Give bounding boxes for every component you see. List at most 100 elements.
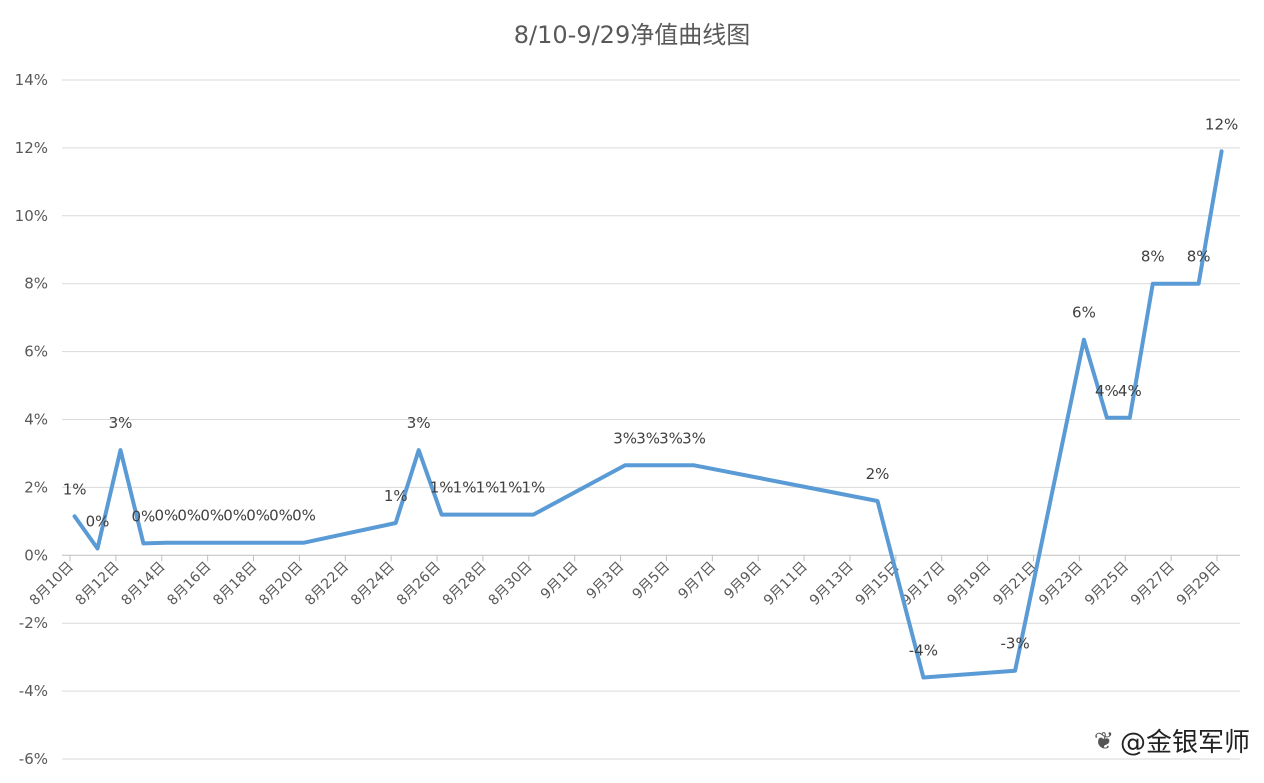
watermark-text: @金银军师 [1119, 728, 1250, 758]
x-tick-label: 8月28日 [440, 559, 490, 609]
data-label: 0% [177, 507, 201, 525]
x-tick-label: 8月18日 [210, 559, 260, 609]
data-label: 0% [132, 507, 156, 525]
data-point [74, 515, 76, 517]
data-point [487, 514, 489, 516]
data-point [234, 542, 236, 544]
data-point [1221, 150, 1223, 152]
data-point [188, 542, 190, 544]
data-point [624, 464, 626, 466]
x-tick-label: 9月25日 [1082, 559, 1132, 609]
data-point [441, 514, 443, 516]
series [72, 149, 1224, 680]
gridlines [62, 79, 1240, 760]
data-point [922, 677, 924, 679]
data-point [1106, 417, 1108, 419]
data-point [464, 514, 466, 516]
data-label: 8% [1141, 248, 1165, 266]
y-tick-label: 6% [24, 343, 48, 361]
x-axis: 8月10日8月12日8月14日8月16日8月18日8月20日8月22日8月24日… [27, 554, 1240, 609]
x-tick-label: 9月1日 [538, 559, 582, 603]
data-point [97, 548, 99, 550]
data-point [142, 542, 144, 544]
x-tick-label: 9月27日 [1128, 559, 1178, 609]
chart-title: 8/10-9/29净值曲线图 [514, 21, 750, 49]
data-label: -3% [1001, 635, 1030, 653]
data-label: 1% [521, 479, 545, 497]
data-point [647, 464, 649, 466]
data-point [693, 464, 695, 466]
y-tick-label: 10% [15, 207, 48, 225]
data-label: 1% [453, 479, 477, 497]
data-label: 3% [659, 429, 683, 447]
data-label: -4% [909, 642, 938, 660]
weibo-icon: ❦ [1093, 726, 1114, 755]
data-point [876, 500, 878, 502]
data-label: 1% [63, 480, 87, 498]
data-label: 4% [1095, 382, 1119, 400]
x-tick-label: 9月9日 [721, 559, 765, 603]
data-point [1083, 339, 1085, 341]
data-point [418, 449, 420, 451]
x-tick-label: 8月26日 [394, 559, 444, 609]
y-tick-label: 4% [24, 411, 48, 429]
x-tick-label: 9月11日 [761, 559, 811, 609]
data-label: 3% [636, 429, 660, 447]
data-label: 3% [613, 429, 637, 447]
data-label: 1% [476, 479, 500, 497]
data-label: 1% [384, 487, 408, 505]
data-label: 12% [1205, 115, 1238, 133]
y-tick-label: -2% [19, 614, 48, 632]
data-point [211, 542, 213, 544]
y-axis-ticks: -6% -4% -2% 0% 2% 4% 6% 8% 10% 12% 14% [15, 71, 48, 768]
data-label: 3% [682, 429, 706, 447]
data-point [1129, 417, 1131, 419]
data-label: 0% [269, 507, 293, 525]
x-tick-label: 9月19日 [944, 559, 994, 609]
data-label: 4% [1118, 382, 1142, 400]
data-point [1152, 283, 1154, 285]
data-label: 6% [1072, 304, 1096, 322]
y-tick-label: 12% [15, 139, 48, 157]
y-tick-label: 0% [24, 546, 48, 564]
data-point [280, 542, 282, 544]
y-tick-label: -4% [19, 682, 48, 700]
x-tick-label: 8月20日 [256, 559, 306, 609]
data-label: 0% [292, 507, 316, 525]
data-point [670, 464, 672, 466]
data-point [119, 449, 121, 451]
x-tick-label: 8月10日 [27, 559, 77, 609]
x-tick-label: 9月5日 [630, 559, 674, 603]
data-point [1198, 283, 1200, 285]
x-tick-label: 9月13日 [807, 559, 857, 609]
x-tick-label: 8月16日 [164, 559, 214, 609]
x-tick-label: 8月30日 [486, 559, 536, 609]
x-tick-label: 9月23日 [1036, 559, 1086, 609]
data-label: 1% [499, 479, 523, 497]
x-tick-label: 8月14日 [119, 559, 169, 609]
data-label: 3% [407, 414, 431, 432]
data-label: 0% [200, 507, 224, 525]
data-label: 0% [86, 513, 110, 531]
x-tick-label: 9月3日 [584, 559, 628, 603]
data-point [303, 542, 305, 544]
y-tick-label: -6% [19, 750, 48, 768]
data-label: 0% [246, 507, 270, 525]
data-label: 0% [223, 507, 247, 525]
data-label: 0% [154, 507, 178, 525]
y-tick-label: 8% [24, 275, 48, 293]
x-tick-label: 8月12日 [73, 559, 123, 609]
data-label: 3% [109, 414, 133, 432]
x-tick-label: 9月17日 [899, 559, 949, 609]
data-point [257, 542, 259, 544]
data-label: 8% [1187, 248, 1211, 266]
data-labels: 1%0%3%0% 0% 0% 0% 0% 0% 0% 0%1%3%1% 1% 1% 1% 1%3% 3%… [63, 115, 1239, 659]
data-point [532, 514, 534, 516]
x-tick-label: 8月24日 [348, 559, 398, 609]
x-tick-label: 9月29日 [1174, 559, 1224, 609]
data-label: 1% [430, 479, 454, 497]
data-label: 2% [866, 465, 890, 483]
y-tick-label: 14% [15, 71, 48, 89]
data-point [165, 542, 167, 544]
